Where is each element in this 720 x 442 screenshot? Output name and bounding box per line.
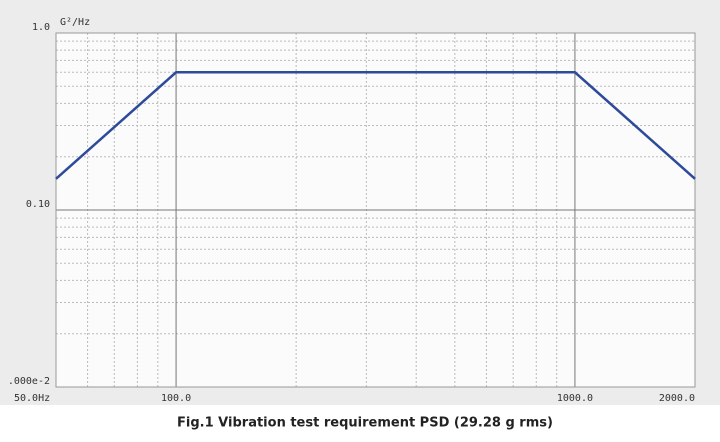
x-tick-label: 2000.0 bbox=[659, 393, 695, 404]
y-tick-label: .000e-2 bbox=[8, 376, 50, 387]
caption: Fig.1 Vibration test requirement PSD (29… bbox=[177, 416, 553, 431]
plot-border bbox=[55, 32, 696, 388]
x-tick-label: 50.0Hz bbox=[14, 393, 50, 404]
y-axis-label: G²/Hz bbox=[60, 17, 90, 28]
x-tick-label: 100.0 bbox=[161, 393, 191, 404]
psd-line bbox=[55, 71, 696, 180]
y-tick-label: 0.10 bbox=[26, 199, 50, 210]
y-tick-label: 1.0 bbox=[32, 22, 50, 33]
x-tick-label: 1000.0 bbox=[557, 393, 593, 404]
